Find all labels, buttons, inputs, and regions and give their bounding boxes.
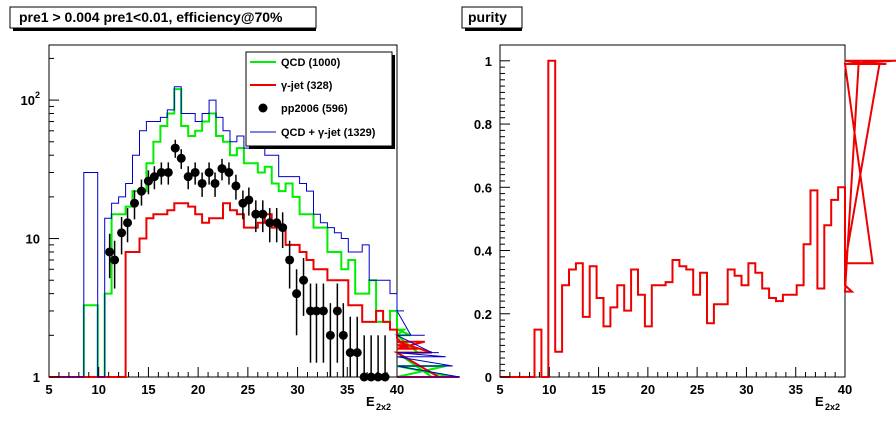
legend: QCD (1000) γ-jet (328) pp2006 (596) QCD + γ… xyxy=(245,51,395,149)
y-tick-label: 0.2 xyxy=(474,307,492,322)
data-point xyxy=(110,255,120,265)
plot-frame-right xyxy=(499,44,846,378)
y-tick-label: 1 xyxy=(33,370,40,385)
data-point xyxy=(244,195,254,205)
y-tick-label: 0.6 xyxy=(474,180,492,195)
data-point xyxy=(117,228,127,238)
y-tick-label: 10 xyxy=(26,232,40,247)
x-tick-label: 25 xyxy=(690,382,704,397)
x-tick-label: 15 xyxy=(591,382,605,397)
chart-title-right: purity xyxy=(468,9,507,25)
data-point xyxy=(183,172,193,182)
chart-title-left: pre1 > 0.004 pre1<0.01, efficiency@70% xyxy=(19,9,283,25)
data-point xyxy=(190,167,200,177)
x-axis-label-sub-right: 2x2 xyxy=(825,402,840,412)
data-point xyxy=(210,178,220,188)
data-point xyxy=(224,167,234,177)
x-tick-label: 20 xyxy=(191,382,205,397)
x-tick-label: 30 xyxy=(739,382,753,397)
series-line-0 xyxy=(49,88,460,378)
data-point xyxy=(373,372,383,382)
y-tick-label: 0 xyxy=(485,370,492,385)
data-point xyxy=(217,164,227,174)
data-point xyxy=(318,306,328,316)
data-point xyxy=(285,255,295,265)
y-tick-label: 0.4 xyxy=(474,244,493,259)
data-point xyxy=(136,186,146,196)
x-tick-label: 30 xyxy=(290,382,304,397)
data-point xyxy=(272,218,282,228)
data-point xyxy=(176,153,186,163)
x-tick-label: 35 xyxy=(340,382,354,397)
legend-label: γ-jet (328) xyxy=(281,80,333,92)
x-tick-label: 40 xyxy=(838,382,852,397)
purity-series-line xyxy=(500,59,896,378)
y-tick-label: 1 xyxy=(485,54,492,69)
plot-frame-left xyxy=(48,44,398,378)
data-point xyxy=(332,306,342,316)
legend-label: pp2006 (596) xyxy=(281,103,348,115)
data-point xyxy=(123,218,133,228)
data-point xyxy=(338,330,348,340)
data-point xyxy=(156,167,166,177)
data-point xyxy=(265,218,275,228)
data-point xyxy=(299,275,309,285)
chart-left: pre1 > 0.004 pre1<0.01, efficiency@70% 5… xyxy=(9,6,460,412)
x-axis-label-left: E xyxy=(366,394,375,409)
x-tick-label: 40 xyxy=(390,382,404,397)
data-point xyxy=(130,198,140,208)
data-point xyxy=(325,330,335,340)
x-axis-label-right: E xyxy=(815,394,824,409)
data-point xyxy=(149,172,159,182)
data-point xyxy=(292,289,302,299)
x-tick-label: 5 xyxy=(45,382,52,397)
x-tick-label: 20 xyxy=(641,382,655,397)
data-point xyxy=(105,247,115,257)
x-tick-label: 25 xyxy=(241,382,255,397)
data-point xyxy=(163,167,173,177)
y-tick-label: 0.8 xyxy=(474,117,492,132)
legend-label: QCD (1000) xyxy=(281,57,341,69)
data-point xyxy=(278,223,288,233)
x-tick-label: 5 xyxy=(496,382,503,397)
data-point xyxy=(359,372,369,382)
data-point xyxy=(204,167,214,177)
data-point xyxy=(197,178,207,188)
x-tick-label: 10 xyxy=(91,382,105,397)
chart-right: purity 5 10 15 20 25 30 35 40 00.20.40.60.81 E … xyxy=(461,6,896,412)
x-tick-label: 35 xyxy=(788,382,802,397)
x-tick-label: 10 xyxy=(542,382,556,397)
x-axis-label-sub-left: 2x2 xyxy=(376,402,391,412)
y-tick-label: 102 xyxy=(21,90,40,108)
legend-marker xyxy=(258,103,268,113)
data-point xyxy=(251,209,261,219)
data-point xyxy=(258,209,268,219)
data-point xyxy=(345,348,355,358)
series-line-1 xyxy=(49,202,460,378)
legend-label: QCD + γ-jet (1329) xyxy=(281,127,376,139)
x-tick-label: 15 xyxy=(141,382,155,397)
data-point xyxy=(380,372,390,382)
data-point xyxy=(311,306,321,316)
data-point xyxy=(231,181,241,191)
data-point xyxy=(170,143,180,153)
data-point xyxy=(366,372,376,382)
data-point xyxy=(352,348,362,358)
